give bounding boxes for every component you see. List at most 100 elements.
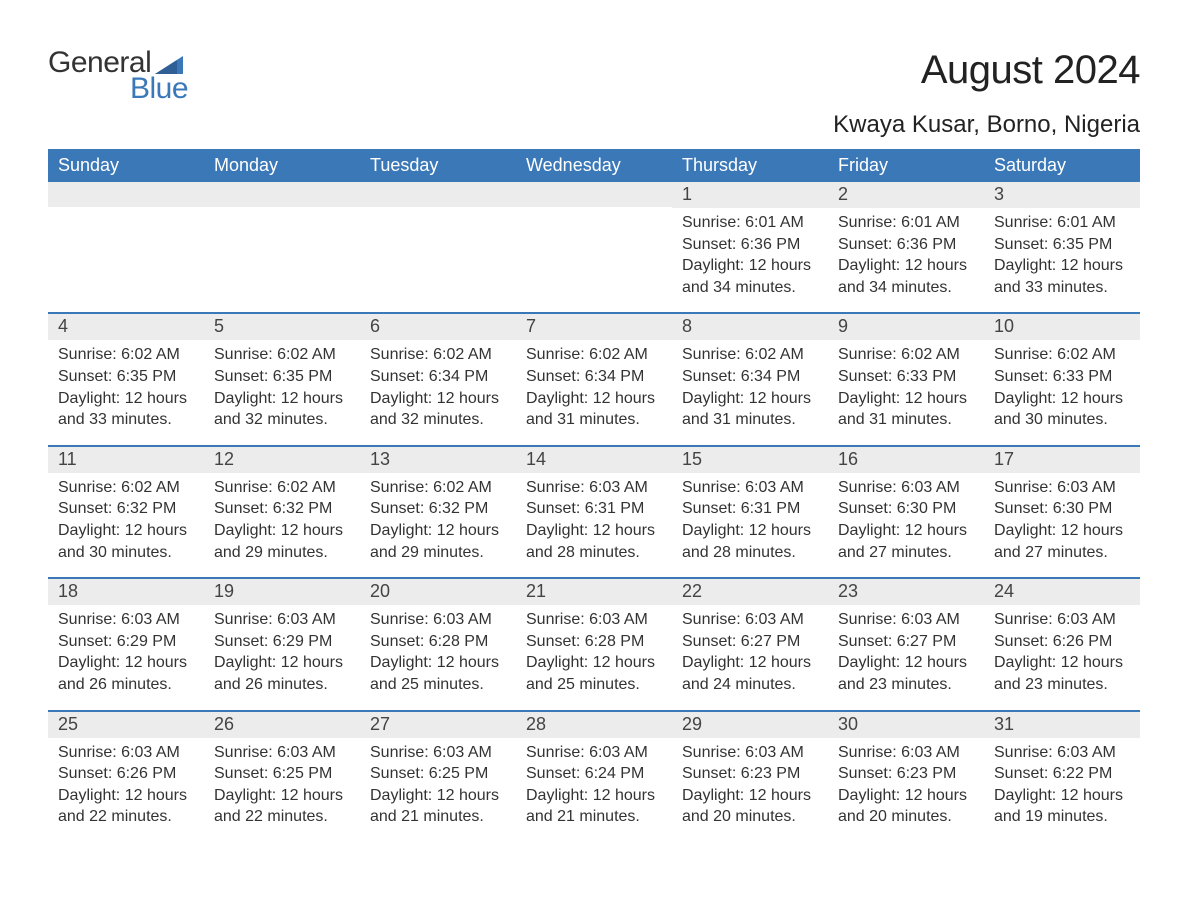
day-number: 5 [204,314,360,340]
daylight-line: Daylight: 12 hours and 26 minutes. [214,652,350,695]
day-number: 14 [516,447,672,473]
sunrise-line: Sunrise: 6:02 AM [370,477,506,499]
sunrise-line: Sunrise: 6:03 AM [994,477,1130,499]
sunset-line: Sunset: 6:28 PM [526,631,662,653]
day-cell: 13Sunrise: 6:02 AMSunset: 6:32 PMDayligh… [360,447,516,577]
day-cell: 30Sunrise: 6:03 AMSunset: 6:23 PMDayligh… [828,712,984,842]
sunset-line: Sunset: 6:25 PM [370,763,506,785]
sunrise-line: Sunrise: 6:03 AM [838,609,974,631]
day-body: Sunrise: 6:02 AMSunset: 6:34 PMDaylight:… [516,340,672,430]
sunrise-line: Sunrise: 6:03 AM [526,609,662,631]
sunset-line: Sunset: 6:32 PM [58,498,194,520]
month-title: August 2024 [833,48,1140,93]
day-body: Sunrise: 6:02 AMSunset: 6:32 PMDaylight:… [360,473,516,563]
sunrise-line: Sunrise: 6:02 AM [682,344,818,366]
day-body: Sunrise: 6:02 AMSunset: 6:33 PMDaylight:… [984,340,1140,430]
sunrise-line: Sunrise: 6:03 AM [58,742,194,764]
day-cell: 27Sunrise: 6:03 AMSunset: 6:25 PMDayligh… [360,712,516,842]
day-body: Sunrise: 6:02 AMSunset: 6:34 PMDaylight:… [672,340,828,430]
daylight-line: Daylight: 12 hours and 32 minutes. [214,388,350,431]
day-number: 22 [672,579,828,605]
day-number: 23 [828,579,984,605]
daylight-line: Daylight: 12 hours and 31 minutes. [838,388,974,431]
day-body: Sunrise: 6:02 AMSunset: 6:35 PMDaylight:… [48,340,204,430]
day-number: 11 [48,447,204,473]
day-cell: 23Sunrise: 6:03 AMSunset: 6:27 PMDayligh… [828,579,984,709]
weeks-container: 1Sunrise: 6:01 AMSunset: 6:36 PMDaylight… [48,182,1140,842]
day-body: Sunrise: 6:03 AMSunset: 6:31 PMDaylight:… [516,473,672,563]
day-number [48,182,204,207]
day-body: Sunrise: 6:03 AMSunset: 6:29 PMDaylight:… [48,605,204,695]
day-body: Sunrise: 6:02 AMSunset: 6:32 PMDaylight:… [204,473,360,563]
sunset-line: Sunset: 6:25 PM [214,763,350,785]
daylight-line: Daylight: 12 hours and 28 minutes. [682,520,818,563]
day-number: 13 [360,447,516,473]
day-cell: 9Sunrise: 6:02 AMSunset: 6:33 PMDaylight… [828,314,984,444]
day-body: Sunrise: 6:03 AMSunset: 6:24 PMDaylight:… [516,738,672,828]
day-number: 4 [48,314,204,340]
day-body: Sunrise: 6:03 AMSunset: 6:27 PMDaylight:… [672,605,828,695]
sunrise-line: Sunrise: 6:02 AM [214,344,350,366]
day-cell: 19Sunrise: 6:03 AMSunset: 6:29 PMDayligh… [204,579,360,709]
sunset-line: Sunset: 6:35 PM [58,366,194,388]
daylight-line: Daylight: 12 hours and 29 minutes. [214,520,350,563]
day-number: 8 [672,314,828,340]
day-body: Sunrise: 6:02 AMSunset: 6:33 PMDaylight:… [828,340,984,430]
day-number: 6 [360,314,516,340]
day-body: Sunrise: 6:02 AMSunset: 6:34 PMDaylight:… [360,340,516,430]
daylight-line: Daylight: 12 hours and 22 minutes. [58,785,194,828]
dow-sunday: Sunday [48,149,204,182]
day-number: 1 [672,182,828,208]
day-number: 30 [828,712,984,738]
day-body: Sunrise: 6:01 AMSunset: 6:36 PMDaylight:… [828,208,984,298]
day-number: 19 [204,579,360,605]
day-cell: 7Sunrise: 6:02 AMSunset: 6:34 PMDaylight… [516,314,672,444]
day-cell: 15Sunrise: 6:03 AMSunset: 6:31 PMDayligh… [672,447,828,577]
day-body: Sunrise: 6:03 AMSunset: 6:27 PMDaylight:… [828,605,984,695]
day-number: 3 [984,182,1140,208]
sunrise-line: Sunrise: 6:02 AM [58,344,194,366]
daylight-line: Daylight: 12 hours and 31 minutes. [682,388,818,431]
sunset-line: Sunset: 6:22 PM [994,763,1130,785]
sunset-line: Sunset: 6:33 PM [994,366,1130,388]
sunset-line: Sunset: 6:35 PM [214,366,350,388]
day-body: Sunrise: 6:03 AMSunset: 6:23 PMDaylight:… [672,738,828,828]
sunrise-line: Sunrise: 6:03 AM [682,609,818,631]
day-cell: 14Sunrise: 6:03 AMSunset: 6:31 PMDayligh… [516,447,672,577]
day-body: Sunrise: 6:02 AMSunset: 6:35 PMDaylight:… [204,340,360,430]
day-body: Sunrise: 6:03 AMSunset: 6:30 PMDaylight:… [828,473,984,563]
sunset-line: Sunset: 6:34 PM [682,366,818,388]
sunrise-line: Sunrise: 6:02 AM [994,344,1130,366]
daylight-line: Daylight: 12 hours and 32 minutes. [370,388,506,431]
day-number: 27 [360,712,516,738]
daylight-line: Daylight: 12 hours and 30 minutes. [994,388,1130,431]
sunset-line: Sunset: 6:35 PM [994,234,1130,256]
day-number: 12 [204,447,360,473]
day-cell: 21Sunrise: 6:03 AMSunset: 6:28 PMDayligh… [516,579,672,709]
daylight-line: Daylight: 12 hours and 26 minutes. [58,652,194,695]
sunset-line: Sunset: 6:31 PM [682,498,818,520]
daylight-line: Daylight: 12 hours and 22 minutes. [214,785,350,828]
sunrise-line: Sunrise: 6:03 AM [214,742,350,764]
day-cell: 12Sunrise: 6:02 AMSunset: 6:32 PMDayligh… [204,447,360,577]
sunset-line: Sunset: 6:26 PM [58,763,194,785]
day-body: Sunrise: 6:03 AMSunset: 6:28 PMDaylight:… [516,605,672,695]
day-cell: 3Sunrise: 6:01 AMSunset: 6:35 PMDaylight… [984,182,1140,312]
daylight-line: Daylight: 12 hours and 19 minutes. [994,785,1130,828]
day-cell: 6Sunrise: 6:02 AMSunset: 6:34 PMDaylight… [360,314,516,444]
sunset-line: Sunset: 6:36 PM [682,234,818,256]
daylight-line: Daylight: 12 hours and 27 minutes. [994,520,1130,563]
sunset-line: Sunset: 6:27 PM [838,631,974,653]
sunset-line: Sunset: 6:26 PM [994,631,1130,653]
week-row: 18Sunrise: 6:03 AMSunset: 6:29 PMDayligh… [48,577,1140,709]
day-body: Sunrise: 6:03 AMSunset: 6:28 PMDaylight:… [360,605,516,695]
daylight-line: Daylight: 12 hours and 25 minutes. [526,652,662,695]
day-cell: 4Sunrise: 6:02 AMSunset: 6:35 PMDaylight… [48,314,204,444]
title-block: August 2024 Kwaya Kusar, Borno, Nigeria [833,48,1140,139]
sunset-line: Sunset: 6:23 PM [682,763,818,785]
sunrise-line: Sunrise: 6:03 AM [370,742,506,764]
day-body: Sunrise: 6:01 AMSunset: 6:36 PMDaylight:… [672,208,828,298]
daylight-line: Daylight: 12 hours and 23 minutes. [838,652,974,695]
day-number: 31 [984,712,1140,738]
day-body: Sunrise: 6:03 AMSunset: 6:25 PMDaylight:… [360,738,516,828]
